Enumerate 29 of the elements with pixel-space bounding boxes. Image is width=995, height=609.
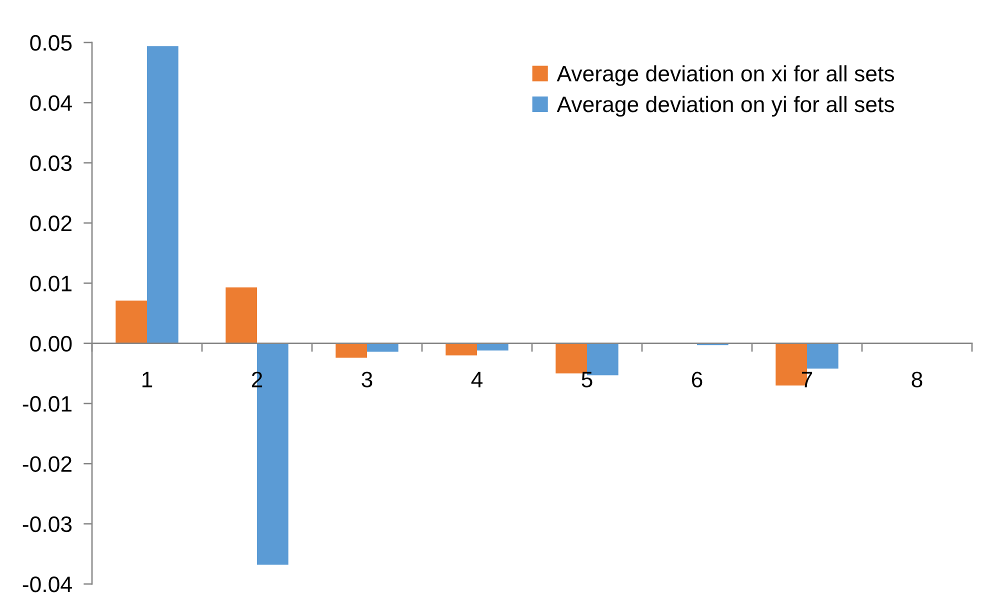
x-tick-label: 6 bbox=[692, 372, 702, 388]
x-tick-label: 4 bbox=[471, 372, 483, 388]
bar bbox=[556, 343, 587, 374]
bar bbox=[116, 300, 147, 344]
y-tick-label: 0.00 bbox=[30, 336, 72, 352]
y-tick-label: 0.02 bbox=[30, 216, 72, 232]
x-tick-label: 7 bbox=[802, 372, 812, 388]
bar bbox=[147, 46, 178, 344]
bar bbox=[367, 343, 398, 352]
bar bbox=[226, 287, 257, 344]
y-tick-label: -0.04 bbox=[22, 576, 72, 592]
x-tick-label: 5 bbox=[582, 372, 592, 388]
y-tick-label: -0.01 bbox=[22, 396, 72, 412]
y-tick-label: 0.03 bbox=[30, 155, 72, 172]
y-tick-label: 0.01 bbox=[30, 276, 72, 292]
legend-label: Average deviation on xi for all sets bbox=[556, 65, 894, 86]
bar bbox=[807, 343, 838, 369]
bar bbox=[477, 343, 508, 351]
x-tick-label: 3 bbox=[362, 372, 372, 388]
legend-label: Average deviation on yi for all sets bbox=[556, 96, 894, 117]
x-tick-label: 2 bbox=[252, 372, 262, 388]
bar bbox=[336, 343, 367, 358]
y-tick-label: 0.05 bbox=[30, 35, 72, 51]
y-tick-label: -0.02 bbox=[22, 456, 72, 472]
y-tick-label: 0.04 bbox=[30, 95, 72, 111]
bar bbox=[446, 343, 477, 356]
y-tick-label: -0.03 bbox=[22, 516, 72, 532]
x-tick-label: 8 bbox=[912, 372, 922, 388]
x-tick-label: 1 bbox=[142, 372, 152, 388]
